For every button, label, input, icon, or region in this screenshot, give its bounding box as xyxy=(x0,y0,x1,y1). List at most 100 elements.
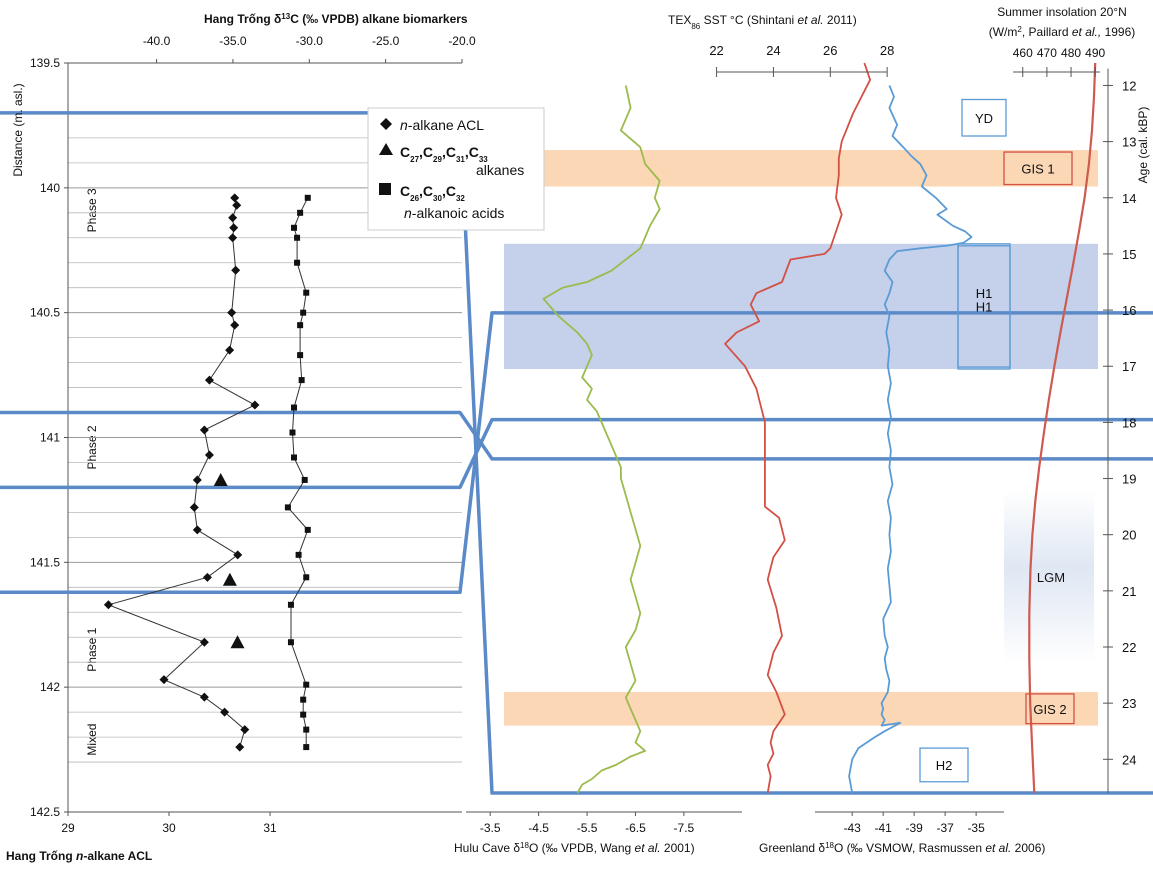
core-tick-label: 139.5 xyxy=(30,56,60,70)
event-label: GIS 2 xyxy=(1033,702,1066,717)
acid-point xyxy=(294,259,301,266)
event-label: H1 xyxy=(976,299,993,314)
alkane-point xyxy=(213,472,228,486)
phase-label: Phase 2 xyxy=(85,425,99,469)
acl-point xyxy=(230,193,240,203)
acl-tick-label: 31 xyxy=(263,821,277,835)
acl-point xyxy=(159,675,169,685)
d13c-tick-label: -35.0 xyxy=(219,34,247,48)
acid-point xyxy=(297,322,304,329)
acid-point xyxy=(295,551,302,558)
acid-point xyxy=(303,726,310,733)
legend-label: n-alkanoic acids xyxy=(404,205,504,221)
acid-point xyxy=(303,681,310,688)
insolation-tick-label: 460 xyxy=(1013,46,1033,60)
d13c-tick-label: -40.0 xyxy=(143,34,171,48)
event-box xyxy=(919,747,969,783)
series-line-hulu xyxy=(542,85,661,794)
acl-point xyxy=(250,400,260,410)
d13c-tick-label: -25.0 xyxy=(372,34,400,48)
event-band-gis-2 xyxy=(504,691,1098,726)
series-line-insolation xyxy=(1028,62,1097,794)
tex-axis-label: TEX86 SST °C (Shintani et al. 2011) xyxy=(668,13,857,31)
legend-label: alkanes xyxy=(476,162,524,178)
acl-point xyxy=(220,707,230,717)
acl-point xyxy=(189,502,199,512)
insolation-tick-label: 490 xyxy=(1085,46,1105,60)
acid-point xyxy=(291,454,298,461)
acid-point xyxy=(303,289,310,296)
d13c-tick-label: -30.0 xyxy=(296,34,324,48)
acl-point xyxy=(240,725,250,735)
core-tick-label: 142 xyxy=(40,680,60,694)
hulu-tick-label: -5.5 xyxy=(577,821,598,835)
acid-point xyxy=(304,194,311,201)
core-tick-label: 140 xyxy=(40,181,60,195)
series-line-tex xyxy=(724,62,871,794)
acl-point xyxy=(199,692,209,702)
insolation-axis-label: Summer insolation 20°N xyxy=(997,5,1127,19)
event-label: LGM xyxy=(1037,570,1065,585)
alkane-point xyxy=(222,572,237,586)
acl-point xyxy=(235,742,245,752)
acid-point xyxy=(294,234,301,241)
acl-point xyxy=(199,637,209,647)
event-box xyxy=(961,98,1007,137)
acid-point xyxy=(300,696,307,703)
age-tick-label: 21 xyxy=(1122,584,1136,599)
acl-point xyxy=(227,308,237,318)
age-tick-label: 12 xyxy=(1122,78,1136,93)
acl-point xyxy=(202,572,212,582)
series-line-square xyxy=(287,197,309,748)
legend-diamond xyxy=(380,118,392,130)
legend-label: C26,C30,C32 xyxy=(400,183,465,203)
event-band-h1 xyxy=(504,243,1098,370)
event-label: YD xyxy=(975,111,993,126)
age-tick-label: 19 xyxy=(1122,472,1136,487)
age-tick-label: 22 xyxy=(1122,640,1136,655)
legend-label: n-alkane ACL xyxy=(400,117,484,133)
acl-tick-label: 29 xyxy=(61,821,75,835)
acl-point xyxy=(228,213,238,223)
acid-point xyxy=(303,744,310,751)
series-line-diamond xyxy=(106,197,256,748)
hulu-tick-label: -6.5 xyxy=(625,821,646,835)
age-tick-label: 20 xyxy=(1122,528,1136,543)
age-tick-label: 23 xyxy=(1122,696,1136,711)
acl-point xyxy=(204,450,214,460)
boundary-line-1 xyxy=(0,417,1153,490)
greenland-tick-label: -35 xyxy=(967,821,985,835)
phase-label: Phase 3 xyxy=(85,188,99,232)
acid-point xyxy=(284,504,291,511)
core-tick-label: 140.5 xyxy=(30,306,60,320)
d13c-tick-label: -20.0 xyxy=(448,34,476,48)
legend-label: C27,C29,C31,C33 xyxy=(400,144,488,164)
acid-point xyxy=(291,224,298,231)
tex-tick-label: 24 xyxy=(766,43,780,58)
acl-point xyxy=(231,265,241,275)
acid-point xyxy=(300,309,307,316)
legend-square xyxy=(379,183,391,195)
acid-point xyxy=(297,209,304,216)
acl-point xyxy=(232,200,242,210)
hulu-axis-label: Hulu Cave δ18O (‰ VPDB, Wang et al. 2001… xyxy=(454,841,695,856)
greenland-tick-label: -39 xyxy=(905,821,923,835)
d13c-axis-label: Hang Trống δ13C (‰ VPDB) alkane biomarke… xyxy=(204,12,468,27)
acl-point xyxy=(233,550,243,560)
acid-point xyxy=(303,574,310,581)
hulu-tick-label: -4.5 xyxy=(528,821,549,835)
phase-label: Mixed xyxy=(85,724,99,756)
core-tick-label: 142.5 xyxy=(30,805,60,819)
hulu-tick-label: -3.5 xyxy=(480,821,501,835)
age-tick-label: 15 xyxy=(1122,247,1136,262)
acl-point xyxy=(230,320,240,330)
event-box xyxy=(957,243,1011,370)
core-tick-label: 141.5 xyxy=(30,555,60,569)
insolation-tick-label: 480 xyxy=(1061,46,1081,60)
acid-point xyxy=(287,601,294,608)
hulu-tick-label: -7.5 xyxy=(674,821,695,835)
acl-point xyxy=(192,475,202,485)
acl-point xyxy=(225,345,235,355)
